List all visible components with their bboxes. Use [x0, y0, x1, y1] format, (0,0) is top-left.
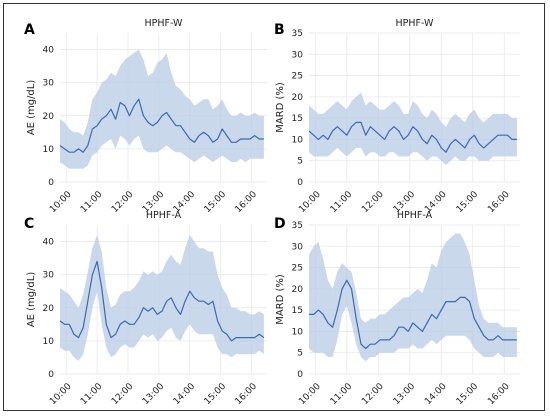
panel-letter: A [24, 22, 35, 38]
x-tick-label: 11:00 [329, 189, 355, 215]
x-tick-label: 10:00 [48, 189, 74, 215]
y-axis-label: AE (mg/dL) [26, 80, 37, 136]
x-tick-label: 12:00 [110, 381, 136, 407]
y-axis-label: MARD (%) [275, 82, 286, 133]
y-tick-label: 10 [43, 337, 55, 347]
panel-letter: B [274, 22, 285, 38]
panel-letter: D [274, 216, 286, 232]
y-tick-label: 30 [43, 79, 55, 89]
series-line [309, 279, 517, 350]
x-tick-label: 14:00 [172, 381, 198, 407]
y-tick-label: 10 [43, 145, 55, 155]
panel-title: HPHF-W [145, 18, 184, 29]
y-tick-label: 0 [48, 370, 54, 380]
y-tick-label: 40 [43, 238, 55, 248]
x-tick-label: 15:00 [455, 189, 481, 215]
x-tick-label: 13:00 [392, 381, 418, 407]
y-tick-label: 5 [297, 349, 303, 359]
x-tick-label: 11:00 [329, 381, 355, 407]
confidence-band [60, 234, 264, 361]
x-tick-label: 16:00 [486, 189, 512, 215]
y-tick-label: 20 [43, 112, 55, 122]
y-tick-label: 0 [297, 178, 303, 188]
y-tick-label: 35 [292, 29, 303, 39]
y-tick-label: 5 [297, 157, 303, 167]
y-tick-label: 0 [297, 370, 303, 380]
panel-title: HPHF-A [397, 210, 433, 221]
panel-title: HPHF-A [146, 210, 182, 221]
y-tick-label: 10 [292, 327, 304, 337]
x-tick-label: 10:00 [297, 189, 323, 215]
confidence-band [309, 233, 517, 362]
panel-title: HPHF-W [396, 18, 435, 29]
x-tick-label: 15:00 [203, 381, 229, 407]
x-tick-label: 15:00 [455, 381, 481, 407]
y-tick-label: 20 [292, 93, 304, 103]
panel-letter: C [24, 216, 34, 232]
y-tick-label: 20 [292, 285, 304, 295]
y-tick-label: 0 [48, 178, 54, 188]
y-tick-label: 20 [43, 304, 55, 314]
y-tick-label: 40 [43, 46, 55, 56]
y-tick-label: 10 [292, 135, 304, 145]
x-tick-label: 16:00 [234, 381, 260, 407]
figure-frame: 0 10 20 30 40 10:00 11:00 12:00 13:00 14:00 15:00 1… [3, 3, 545, 411]
series-line [59, 98, 264, 153]
y-axis-label: MARD (%) [275, 274, 286, 325]
x-tick-label: 12:00 [110, 189, 136, 215]
confidence-band [60, 49, 264, 169]
x-tick-label: 11:00 [79, 381, 105, 407]
y-tick-label: 15 [292, 306, 303, 316]
x-tick-label: 14:00 [423, 381, 449, 407]
x-tick-label: 12:00 [360, 189, 386, 215]
y-tick-label: 35 [292, 221, 303, 231]
series-line [59, 260, 265, 342]
x-tick-label: 16:00 [234, 189, 260, 215]
panel-c: 0 10 20 30 40 10:00 11:00 12:00 13:00 14:00 15:00 1… [24, 210, 267, 407]
y-tick-label: 15 [292, 114, 303, 124]
x-tick-label: 16:00 [486, 381, 512, 407]
series-line [308, 121, 517, 153]
y-tick-label: 30 [43, 271, 55, 281]
y-tick-label: 30 [292, 50, 304, 60]
y-tick-label: 30 [292, 242, 304, 252]
y-axis-label: AE (mg/dL) [26, 272, 37, 328]
x-tick-label: 10:00 [297, 381, 323, 407]
x-tick-label: 10:00 [48, 381, 74, 407]
x-tick-label: 13:00 [141, 381, 167, 407]
x-tick-label: 11:00 [79, 189, 105, 215]
x-tick-label: 15:00 [203, 189, 229, 215]
x-tick-label: 12:00 [360, 381, 386, 407]
y-tick-label: 25 [292, 264, 303, 274]
y-tick-label: 25 [292, 72, 303, 82]
